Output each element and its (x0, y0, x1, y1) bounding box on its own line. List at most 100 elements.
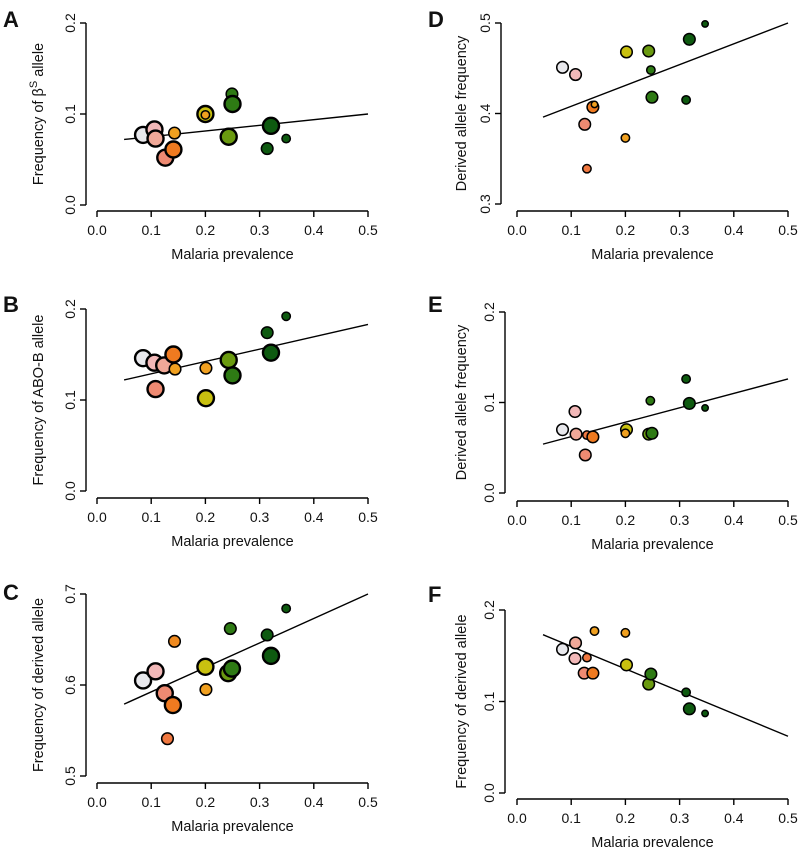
regression-line (542, 22, 789, 118)
data-point (167, 126, 182, 140)
x-tick-label: 0.3 (670, 512, 690, 528)
data-point (645, 395, 656, 406)
y-tick-label: 0.1 (62, 390, 78, 410)
panel-letter: C (3, 580, 19, 605)
panel-b: B 0.0 0.1 0.2 0.0 0.1 0.2 0.3 0.4 0.5 Malaria prev… (3, 292, 378, 550)
y-tick-label: 0.5 (477, 13, 493, 33)
data-point (619, 45, 634, 59)
data-point (555, 60, 570, 74)
x-tick-label: 0.0 (87, 794, 107, 810)
data-point (200, 109, 211, 120)
data-point (219, 127, 238, 146)
x-tick-label: 0.2 (616, 222, 636, 238)
x-tick-label: 0.3 (670, 810, 690, 826)
y-tick-label: 0.1 (481, 692, 497, 712)
y-tick-label: 0.5 (62, 766, 78, 786)
y-axis-label: Derived allele frequency (454, 35, 470, 191)
data-point (196, 657, 215, 676)
data-point (163, 695, 183, 715)
data-point (619, 658, 634, 672)
data-point (645, 90, 659, 104)
data-point (581, 163, 592, 174)
x-tick-label: 0.1 (141, 222, 161, 238)
y-axis-label-suffix: allele (31, 43, 47, 81)
x-axis-label: Malaria prevalence (171, 819, 294, 835)
data-point (569, 427, 583, 441)
data-point (701, 709, 710, 718)
data-point (146, 662, 165, 681)
x-tick-label: 0.3 (250, 794, 270, 810)
data-point (199, 361, 213, 375)
data-point (168, 362, 182, 376)
panel-letter: D (428, 7, 444, 32)
data-point (681, 687, 692, 698)
x-tick-label: 0.5 (358, 509, 378, 525)
y-axis-label-text: Frequency of ABO-B allele (31, 315, 47, 486)
x-tick-label: 0.5 (358, 794, 378, 810)
data-point (620, 132, 631, 143)
x-tick-label: 0.2 (616, 810, 636, 826)
y-tick-label: 0.1 (481, 393, 497, 413)
y-tick-label: 0.7 (62, 584, 78, 604)
data-point (682, 702, 696, 716)
panel-letter: E (428, 292, 443, 317)
data-point (160, 732, 175, 746)
x-tick-label: 0.3 (250, 509, 270, 525)
x-tick-label: 0.4 (724, 512, 744, 528)
x-tick-label: 0.0 (507, 810, 527, 826)
x-tick-label: 0.5 (778, 222, 798, 238)
y-axis-label-text: Frequency of derived allele (454, 614, 470, 788)
data-point (261, 646, 281, 666)
y-axis-label-text: Derived allele frequency (454, 35, 470, 191)
y-axis-label: Frequency of derived allele (31, 598, 47, 772)
x-axis-label: Malaria prevalence (171, 534, 294, 550)
x-tick-label: 0.4 (724, 810, 744, 826)
x-tick-label: 0.2 (196, 222, 216, 238)
regression-line (542, 634, 789, 737)
y-tick-label: 0.3 (477, 194, 493, 214)
y-tick-label: 0.0 (481, 483, 497, 503)
y-axis-label-text: Derived allele frequency (454, 324, 470, 480)
x-tick-label: 0.4 (304, 222, 324, 238)
x-axis-label: Malaria prevalence (591, 537, 714, 553)
y-tick-label: 0.6 (62, 675, 78, 695)
x-tick-label: 0.0 (87, 222, 107, 238)
data-point (701, 403, 710, 412)
x-tick-label: 0.5 (778, 512, 798, 528)
x-tick-label: 0.1 (141, 794, 161, 810)
y-axis-label: Frequency of βS allele (28, 43, 47, 185)
data-point (164, 140, 183, 159)
data-point (682, 32, 696, 46)
panel-a: A 0.0 0.1 0.2 0.0 0.1 0.2 0.3 0.4 0.5 Malaria prev… (3, 7, 378, 263)
data-point (620, 627, 631, 638)
y-tick-label: 0.2 (62, 299, 78, 319)
data-point (589, 626, 600, 636)
data-point (590, 100, 599, 109)
x-tick-label: 0.2 (616, 512, 636, 528)
x-tick-label: 0.0 (87, 509, 107, 525)
y-tick-label: 0.2 (62, 13, 78, 33)
panel-c: C 0.5 0.6 0.7 0.0 0.1 0.2 0.3 0.4 0.5 Malaria prev… (3, 580, 378, 835)
y-axis-label: Derived allele frequency (454, 324, 470, 480)
data-point (568, 405, 582, 419)
data-point (645, 426, 659, 440)
x-tick-label: 0.0 (507, 222, 527, 238)
panel-letter: A (3, 7, 19, 32)
x-tick-label: 0.0 (507, 512, 527, 528)
data-point (223, 622, 237, 636)
data-point (219, 350, 238, 370)
y-tick-label: 0.0 (481, 783, 497, 803)
x-axis-label: Malaria prevalence (591, 835, 714, 847)
x-tick-label: 0.3 (250, 222, 270, 238)
data-point (555, 642, 570, 656)
data-point (586, 430, 600, 444)
x-axis-label: Malaria prevalence (591, 247, 714, 263)
data-point (261, 343, 281, 362)
data-point (260, 326, 274, 340)
data-point (681, 94, 692, 105)
x-tick-label: 0.5 (778, 810, 798, 826)
data-point (555, 423, 570, 437)
data-point (260, 142, 274, 156)
data-point (133, 671, 153, 690)
y-axis-label: Frequency of ABO-B allele (31, 315, 47, 486)
